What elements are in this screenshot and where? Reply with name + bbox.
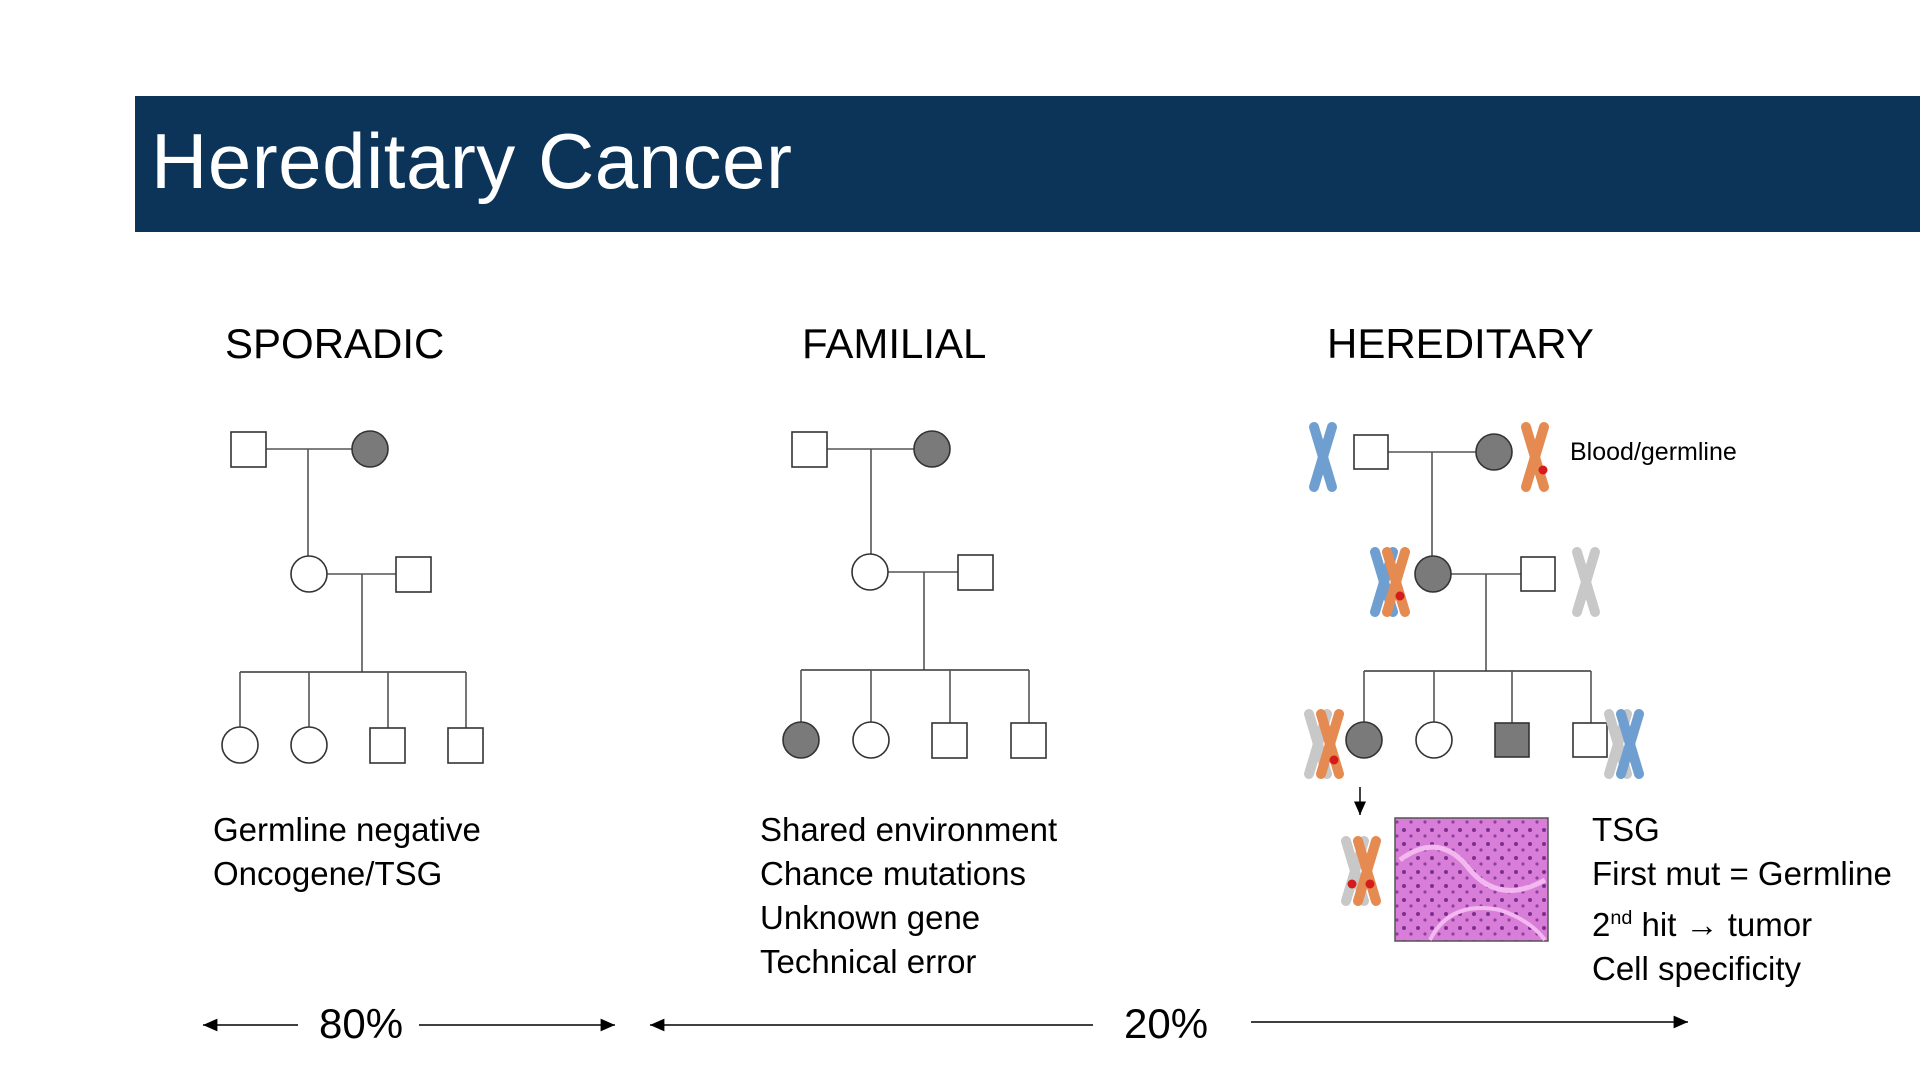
pedigree-familial xyxy=(782,430,1047,759)
note-line: First mut = Germline xyxy=(1592,855,1892,892)
note-line: Shared environment xyxy=(760,811,1058,848)
gen2-female-affected xyxy=(1414,555,1452,593)
gen1-male xyxy=(791,431,828,468)
note-line: Oncogene/TSG xyxy=(213,855,443,892)
gen1-male xyxy=(1353,434,1389,470)
gen1-female-affected xyxy=(351,430,389,468)
heading-familial: FAMILIAL xyxy=(802,320,987,367)
gen3-child xyxy=(852,721,890,759)
percent-inherited: 20% xyxy=(1124,1000,1209,1047)
chromosome-pair-mutated-icon xyxy=(1309,714,1339,774)
note-line-second-hit: 2nd hit → tumor xyxy=(1592,906,1813,943)
pedigree-hereditary xyxy=(1345,433,1608,759)
arrow-20-percent xyxy=(650,1015,1688,1032)
gen3-child xyxy=(290,726,328,764)
gen2-male xyxy=(395,556,432,593)
gen1-female-affected xyxy=(1475,433,1513,471)
chromosome-icon xyxy=(1314,427,1332,487)
gen2-male xyxy=(957,554,994,591)
gen1-female-affected xyxy=(913,430,951,468)
gen3-child xyxy=(221,726,259,764)
slide-title: Hereditary Cancer xyxy=(151,117,793,205)
gen3-child xyxy=(1010,722,1047,759)
familial-notes: Shared environment Chance mutations Unkn… xyxy=(760,808,1057,984)
gen3-child-affected xyxy=(782,721,820,759)
gen3-child xyxy=(931,722,968,759)
gen3-child-affected xyxy=(1494,722,1530,758)
note-line: Technical error xyxy=(760,943,977,980)
gen3-child xyxy=(447,727,484,764)
gen3-child xyxy=(369,727,406,764)
gen3-child xyxy=(1572,722,1608,758)
blood-germline-label: Blood/germline xyxy=(1570,438,1737,466)
gen2-male xyxy=(1520,556,1556,592)
chromosome-gray-icon xyxy=(1577,552,1595,612)
note-line: Chance mutations xyxy=(760,855,1026,892)
pedigree-sporadic xyxy=(221,430,484,764)
note-line: Cell specificity xyxy=(1592,950,1802,987)
heading-sporadic: SPORADIC xyxy=(225,320,445,367)
chromosome-pair-double-hit-icon xyxy=(1346,841,1376,901)
sporadic-notes: Germline negative Oncogene/TSG xyxy=(213,808,481,896)
gen2-female xyxy=(290,555,328,593)
note-line: Germline negative xyxy=(213,811,481,848)
note-line: Unknown gene xyxy=(760,899,981,936)
note-line: TSG xyxy=(1592,811,1660,848)
hereditary-notes: TSG First mut = Germline 2nd hit → tumor… xyxy=(1592,808,1892,991)
chromosome-mutated-icon xyxy=(1526,427,1548,487)
title-bar: Hereditary Cancer xyxy=(135,96,1920,232)
gen3-child xyxy=(1415,721,1453,759)
percent-sporadic: 80% xyxy=(319,1000,404,1047)
gen1-male xyxy=(230,431,267,468)
tumor-histology-image xyxy=(1394,817,1549,942)
chromosome-pair-icon xyxy=(1609,714,1639,774)
chromosome-pair-mutated-icon xyxy=(1375,552,1405,612)
gen2-female xyxy=(851,553,889,591)
gen3-child-affected xyxy=(1345,721,1383,759)
heading-hereditary: HEREDITARY xyxy=(1327,320,1594,367)
